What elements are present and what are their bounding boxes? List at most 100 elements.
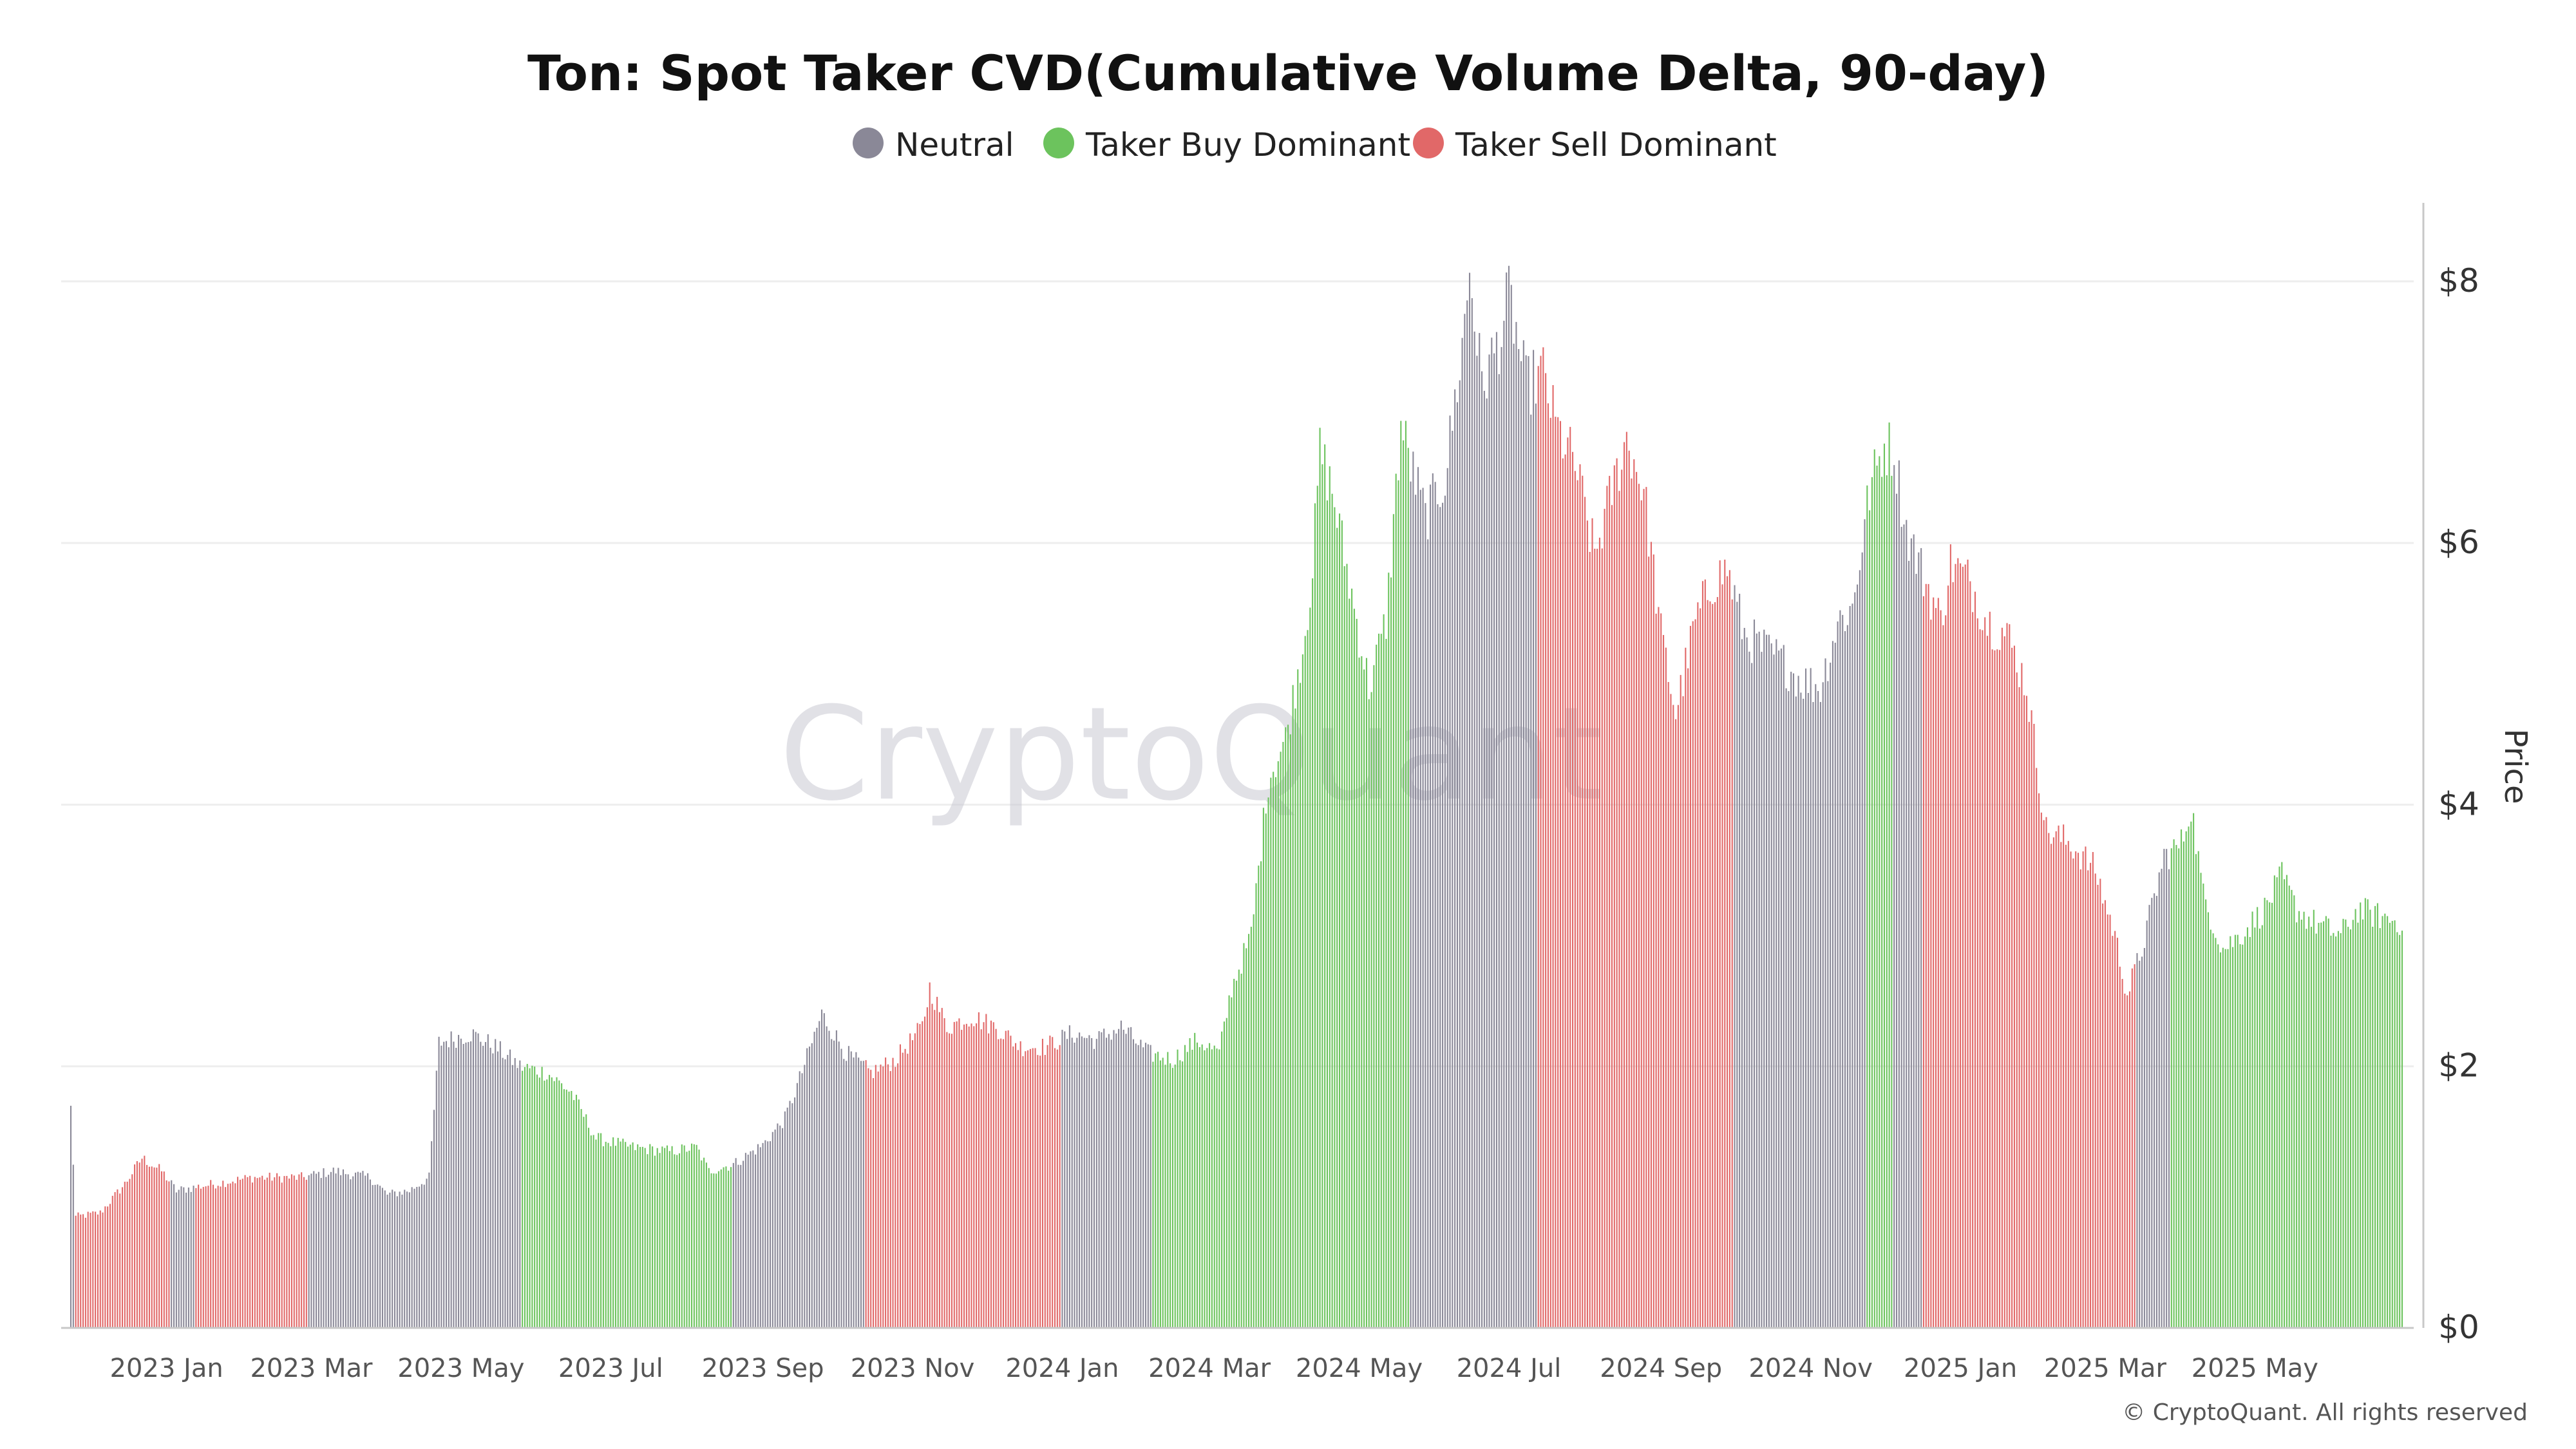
bar-neutral — [1140, 1039, 1142, 1328]
bar-taker-buy-dominant — [610, 1146, 612, 1328]
bar-taker-sell-dominant — [983, 1022, 985, 1328]
bar-taker-sell-dominant — [1022, 1056, 1024, 1328]
bar-neutral — [1792, 673, 1795, 1328]
bar-neutral — [794, 1097, 796, 1328]
bar-taker-buy-dominant — [1273, 772, 1274, 1328]
bar-neutral — [1805, 668, 1807, 1328]
bar-neutral — [352, 1176, 354, 1328]
bar-taker-sell-dominant — [269, 1172, 270, 1328]
bar-neutral — [737, 1164, 739, 1328]
bar-taker-sell-dominant — [880, 1065, 882, 1328]
bar-taker-buy-dominant — [598, 1133, 600, 1328]
bar-taker-sell-dominant — [1052, 1037, 1054, 1328]
bar-neutral — [1815, 684, 1817, 1328]
bar-taker-buy-dominant — [2197, 851, 2199, 1328]
bar-taker-buy-dominant — [1383, 614, 1385, 1328]
bar-taker-buy-dominant — [652, 1146, 654, 1328]
legend-marker-neutral — [853, 128, 884, 158]
bar-neutral — [316, 1173, 317, 1328]
bar-taker-sell-dominant — [212, 1184, 214, 1328]
bar-taker-sell-dominant — [207, 1186, 209, 1328]
bar-neutral — [1918, 552, 1920, 1328]
bar-taker-buy-dominant — [2323, 921, 2325, 1328]
bar-taker-buy-dominant — [1274, 777, 1277, 1328]
bar-neutral — [1491, 337, 1493, 1328]
bar-taker-sell-dominant — [1719, 560, 1721, 1328]
bar-neutral — [1444, 495, 1446, 1328]
bar-neutral — [401, 1194, 403, 1328]
bar-taker-sell-dominant — [1701, 581, 1704, 1328]
bar-taker-sell-dominant — [1591, 518, 1593, 1328]
bar-taker-buy-dominant — [2288, 886, 2290, 1328]
bar-neutral — [1768, 634, 1770, 1328]
bar-neutral — [1780, 649, 1782, 1328]
bar-taker-sell-dominant — [205, 1186, 207, 1328]
bar-neutral — [1481, 371, 1483, 1328]
bar-taker-sell-dominant — [1994, 650, 1996, 1328]
legend-item-taker-buy-dominant[interactable]: Taker Buy Dominant — [1043, 126, 1410, 164]
bar-taker-buy-dominant — [551, 1077, 553, 1328]
bar-neutral — [1903, 524, 1905, 1328]
bar-taker-sell-dominant — [1996, 649, 1998, 1328]
bar-taker-buy-dominant — [1304, 636, 1306, 1328]
bar-neutral — [789, 1101, 791, 1328]
bar-taker-sell-dominant — [1552, 384, 1554, 1329]
bar-taker-sell-dominant — [1606, 486, 1608, 1328]
bar-neutral — [1812, 702, 1814, 1328]
bar-neutral — [1810, 668, 1812, 1328]
bar-taker-sell-dominant — [138, 1162, 140, 1328]
bar-neutral — [806, 1048, 808, 1328]
bar-taker-sell-dominant — [973, 1026, 975, 1328]
bar-neutral — [1790, 672, 1792, 1328]
bar-taker-sell-dominant — [274, 1177, 276, 1328]
legend-item-neutral[interactable]: Neutral — [853, 126, 1014, 164]
bar-neutral — [2155, 896, 2157, 1328]
bar-taker-sell-dominant — [988, 1033, 990, 1328]
bar-taker-buy-dominant — [2259, 928, 2261, 1328]
bar-taker-buy-dominant — [661, 1146, 663, 1328]
bar-neutral — [853, 1057, 855, 1328]
bar-taker-buy-dominant — [728, 1170, 730, 1328]
bar-taker-buy-dominant — [1211, 1049, 1213, 1328]
bar-taker-sell-dominant — [1039, 1056, 1041, 1328]
bar-neutral — [1766, 634, 1768, 1328]
bar-taker-buy-dominant — [1164, 1065, 1166, 1328]
bar-neutral — [1106, 1037, 1108, 1328]
bar-taker-sell-dominant — [941, 1008, 943, 1328]
bar-taker-sell-dominant — [1986, 636, 1989, 1328]
bar-taker-sell-dominant — [2021, 663, 2023, 1328]
bar-taker-sell-dominant — [95, 1211, 97, 1328]
copyright-notice: © CryptoQuant. All rights reserved — [2122, 1399, 2528, 1426]
bar-taker-buy-dominant — [2185, 831, 2187, 1328]
legend-item-taker-sell-dominant[interactable]: Taker Sell Dominant — [1413, 126, 1777, 164]
bar-neutral — [392, 1189, 393, 1328]
bar-taker-buy-dominant — [1363, 669, 1365, 1328]
bar-neutral — [332, 1168, 334, 1328]
bar-taker-sell-dominant — [2075, 851, 2077, 1328]
bar-taker-sell-dominant — [303, 1177, 305, 1328]
bar-taker-buy-dominant — [2210, 929, 2211, 1328]
bar-taker-sell-dominant — [2112, 936, 2114, 1328]
bar-neutral — [1144, 1043, 1147, 1328]
bar-neutral — [519, 1060, 521, 1328]
x-axis-ticks: 2023 Jan 2023 Mar 2023 May 2023 Jul 2023 Sep… — [110, 1354, 2318, 1383]
bar-neutral — [1795, 696, 1797, 1328]
bar-taker-buy-dominant — [701, 1160, 703, 1328]
bar-neutral — [342, 1169, 345, 1328]
bar-neutral — [755, 1154, 757, 1328]
bar-taker-sell-dominant — [1962, 567, 1964, 1328]
bar-neutral — [2154, 893, 2155, 1328]
bar-taker-sell-dominant — [2018, 687, 2020, 1328]
bar-taker-buy-dominant — [2193, 813, 2195, 1328]
bar-taker-sell-dominant — [1046, 1045, 1048, 1328]
bar-taker-sell-dominant — [1000, 1038, 1002, 1328]
bar-neutral — [1079, 1032, 1081, 1328]
bar-neutral — [1510, 285, 1512, 1328]
bar-neutral — [377, 1184, 379, 1328]
bar-neutral — [1415, 495, 1417, 1329]
bar-taker-sell-dominant — [244, 1175, 246, 1328]
bar-taker-buy-dominant — [2232, 947, 2234, 1328]
bar-taker-sell-dominant — [229, 1183, 231, 1328]
bar-taker-buy-dominant — [578, 1099, 580, 1328]
bar-taker-buy-dominant — [1341, 520, 1343, 1329]
